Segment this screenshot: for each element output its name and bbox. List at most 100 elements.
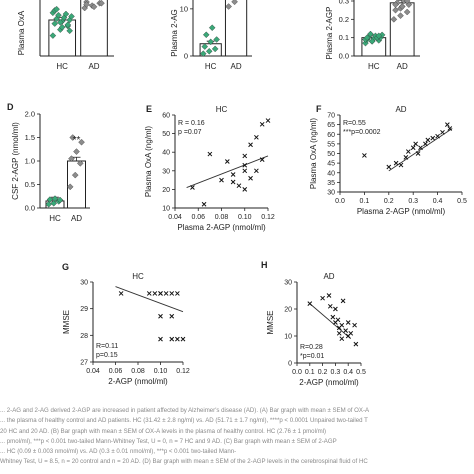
data-point <box>339 336 345 342</box>
data-point <box>254 168 259 174</box>
y-tick-label: 2.0 <box>25 110 35 119</box>
x-tick-label: 0.0 <box>335 198 345 205</box>
data-point <box>242 168 248 174</box>
data-point <box>403 154 409 160</box>
data-point <box>248 142 253 148</box>
data-point <box>169 336 175 342</box>
y-tick-label: 65 <box>327 122 335 129</box>
y-tick-label: 1.0 <box>25 157 35 166</box>
y-tick-label: 60 <box>327 132 335 139</box>
data-point <box>224 159 230 164</box>
data-point <box>201 43 209 50</box>
data-point <box>230 172 236 177</box>
x-tick-label: 0.0 <box>292 369 302 376</box>
x-axis-label: Plasma 2-AGP (nmol/ml) <box>177 223 266 232</box>
data-point <box>352 322 357 328</box>
data-point <box>423 141 428 147</box>
data-point <box>392 6 399 14</box>
x-tick-label: 0.10 <box>238 214 252 221</box>
y-tick-label: 70 <box>327 113 335 120</box>
data-point <box>62 10 70 18</box>
data-point <box>343 328 348 333</box>
x-tick-label: AD <box>88 62 99 71</box>
data-point <box>265 118 271 123</box>
data-point <box>362 153 367 158</box>
data-point <box>418 145 423 151</box>
x-tick-label: 0.12 <box>176 368 190 375</box>
data-point <box>445 122 450 127</box>
y-axis-label: MMSE <box>266 311 275 335</box>
stat-label: R = 0.16 <box>178 120 205 127</box>
data-point <box>205 48 213 55</box>
data-point <box>201 201 207 207</box>
y-axis-label: Plasma OxA <box>17 10 26 55</box>
data-point <box>242 187 248 192</box>
data-point <box>327 303 333 309</box>
data-point <box>169 291 175 296</box>
data-point <box>392 1 399 8</box>
x-tick-label: 0.3 <box>408 198 418 205</box>
data-point <box>248 175 253 181</box>
data-point <box>51 20 59 27</box>
x-tick-label: 0.1 <box>305 369 315 376</box>
panel-b: 0 10 HC AD Plasma 2-AG <box>170 0 252 71</box>
data-point <box>393 160 399 166</box>
x-tick-label: 0.04 <box>86 368 100 375</box>
significance-label: ** <box>73 135 81 146</box>
y-tick-label: 50 <box>162 131 170 138</box>
data-point <box>158 291 163 296</box>
x-tick-label: HC <box>49 214 61 223</box>
data-point <box>225 3 232 10</box>
data-point <box>353 341 359 347</box>
bar <box>224 0 248 57</box>
caption-line: Whitney Test, U = 8.5, n = 20 control an… <box>0 458 368 466</box>
y-tick-label: 30 <box>284 280 292 287</box>
data-point <box>367 30 374 38</box>
regression-line <box>186 155 269 188</box>
data-point <box>242 162 248 168</box>
x-tick-label: 0.10 <box>154 368 168 375</box>
x-axis-label: Plasma 2-AGP (nmol/ml) <box>357 207 446 216</box>
stat-label: *p=0.01 <box>300 353 324 360</box>
y-tick-label: 30 <box>327 190 335 197</box>
y-tick-label: 20 <box>162 187 170 194</box>
data-point <box>375 32 383 40</box>
x-tick-label: 0.2 <box>384 198 394 205</box>
data-point <box>73 148 80 155</box>
chart-title: HC <box>216 105 228 114</box>
data-point <box>386 164 392 170</box>
data-point <box>202 31 210 39</box>
x-tick-label: AD <box>71 214 82 223</box>
chart-title: AD <box>395 105 406 114</box>
x-tick-label: AD <box>397 62 408 71</box>
data-point <box>259 157 265 162</box>
data-point <box>56 196 64 204</box>
data-point <box>307 301 313 306</box>
x-tick-label: 0.08 <box>131 368 145 375</box>
data-point <box>57 19 64 26</box>
chart-title: HC <box>132 272 144 281</box>
x-tick-label: 0.06 <box>191 214 205 221</box>
data-point <box>118 291 124 296</box>
y-tick-label: 0.1 <box>339 33 349 42</box>
regression-line <box>309 303 352 340</box>
caption-line: ... the plasma of healthy control and AD… <box>0 417 368 425</box>
regression-line <box>115 286 184 313</box>
y-axis-label: Plasma OxA (ng/ml) <box>309 118 318 189</box>
data-point <box>50 200 58 207</box>
y-tick-label: 0.5 <box>25 180 35 189</box>
data-point <box>68 13 75 20</box>
data-point <box>403 8 411 16</box>
stat-label: R=0.55 <box>343 120 366 127</box>
stat-label: p=0.15 <box>96 352 118 359</box>
y-axis-label: Plasma 2-AGP <box>325 7 334 60</box>
data-point <box>335 317 341 323</box>
panel-c: 0.0 0.1 0.2 0.3 HC AD Plasma 2-AGP <box>325 0 420 71</box>
y-tick-label: 20 <box>284 307 292 314</box>
data-point <box>158 336 163 342</box>
data-point <box>66 183 74 191</box>
y-tick-label: 30 <box>80 280 88 287</box>
y-tick-label: 0 <box>288 361 292 368</box>
data-point <box>207 38 214 46</box>
y-tick-label: 35 <box>327 180 335 187</box>
